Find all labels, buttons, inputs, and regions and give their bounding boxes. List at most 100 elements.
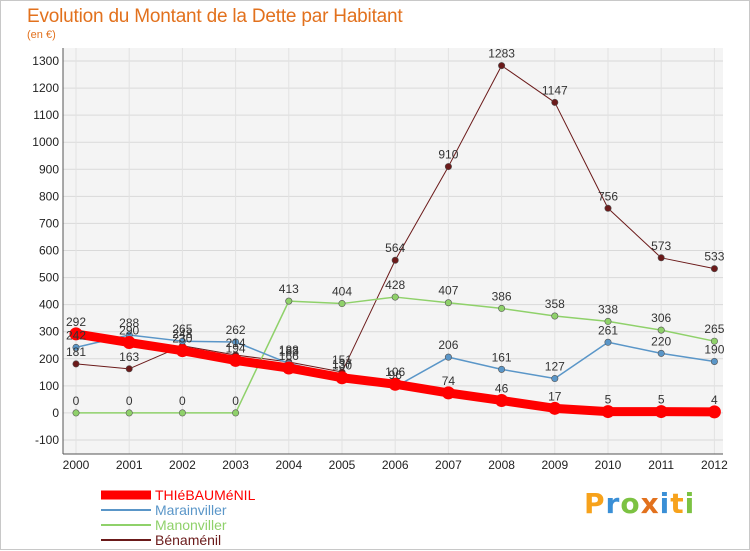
data-point xyxy=(604,317,612,325)
y-tick-label: 200 xyxy=(39,352,59,366)
data-point xyxy=(444,299,452,307)
data-point xyxy=(175,344,189,358)
data-label: 265 xyxy=(172,322,192,336)
data-label: 404 xyxy=(332,285,352,299)
data-point xyxy=(657,254,665,262)
data-point xyxy=(391,256,399,264)
data-label: 413 xyxy=(279,282,299,296)
data-label: 564 xyxy=(385,241,405,255)
data-label: 4 xyxy=(711,393,718,407)
chart-title: Evolution du Montant de la Dette par Hab… xyxy=(27,6,403,27)
data-point xyxy=(232,338,240,346)
data-point xyxy=(69,327,83,341)
y-tick-label: 500 xyxy=(39,271,59,285)
proxiti-logo: Proxiti xyxy=(584,487,695,520)
data-point xyxy=(495,393,509,407)
data-point xyxy=(338,300,346,308)
data-point xyxy=(498,304,506,312)
x-tick-label: 2008 xyxy=(488,458,515,472)
x-tick-label: 2001 xyxy=(116,458,143,472)
data-point xyxy=(72,360,80,368)
data-label: 166 xyxy=(279,349,299,363)
x-tick-label: 2004 xyxy=(275,458,302,472)
data-label: 248 xyxy=(172,327,192,341)
y-tick-label: -100 xyxy=(35,433,59,447)
data-label: 290 xyxy=(119,324,139,338)
data-label: 5 xyxy=(605,393,612,407)
data-point xyxy=(601,405,615,419)
data-point xyxy=(551,312,559,320)
data-point xyxy=(654,405,668,419)
data-label: 181 xyxy=(66,345,86,359)
x-tick-label: 2005 xyxy=(329,458,356,472)
logo-letter: r xyxy=(605,487,621,520)
data-label: 5 xyxy=(658,393,665,407)
data-label: 358 xyxy=(545,297,565,311)
data-label: 0 xyxy=(73,394,80,408)
y-tick-label: 400 xyxy=(39,298,59,312)
data-point xyxy=(444,163,452,171)
data-label: 573 xyxy=(651,239,671,253)
y-tick-label: 1200 xyxy=(32,81,59,95)
y-tick-label: 1100 xyxy=(33,108,59,122)
logo-letter: t xyxy=(670,487,685,520)
data-point xyxy=(232,409,240,417)
x-tick-label: 2007 xyxy=(435,458,462,472)
data-label: 292 xyxy=(66,315,86,329)
legend-label: Bénaménil xyxy=(155,532,221,548)
data-label: 288 xyxy=(119,316,139,330)
data-point xyxy=(548,401,562,415)
data-point xyxy=(710,265,718,273)
data-point xyxy=(551,98,559,106)
data-point xyxy=(72,409,80,417)
x-tick-label: 2009 xyxy=(541,458,568,472)
data-point xyxy=(551,375,559,383)
y-tick-label: 1300 xyxy=(32,54,59,68)
data-point xyxy=(498,365,506,373)
data-label: 206 xyxy=(438,338,458,352)
logo-letter: o xyxy=(620,487,641,520)
x-tick-label: 2003 xyxy=(222,458,249,472)
data-point xyxy=(441,386,455,400)
data-point xyxy=(391,293,399,301)
data-label: 338 xyxy=(598,302,618,316)
data-label: 17 xyxy=(548,389,562,403)
data-label: 163 xyxy=(119,350,139,364)
legend-label: Manonviller xyxy=(155,517,227,533)
data-point xyxy=(388,377,402,391)
data-label: 106 xyxy=(385,365,405,379)
y-tick-label: 900 xyxy=(39,162,59,176)
data-label: 137 xyxy=(332,357,352,371)
data-label: 0 xyxy=(232,394,239,408)
data-label: 151 xyxy=(332,353,352,367)
y-tick-label: 1000 xyxy=(32,135,59,149)
y-tick-label: 800 xyxy=(39,189,59,203)
data-label: 407 xyxy=(438,284,458,298)
data-point xyxy=(604,338,612,346)
data-label: 1283 xyxy=(488,47,515,61)
data-label: 220 xyxy=(651,334,671,348)
data-label: 130 xyxy=(332,359,352,373)
data-point xyxy=(657,326,665,334)
legend-label: Marainviller xyxy=(155,502,227,518)
data-label: 306 xyxy=(651,311,671,325)
y-tick-label: 300 xyxy=(39,325,59,339)
y-tick-label: 100 xyxy=(39,379,59,393)
data-label: 188 xyxy=(279,343,299,357)
data-label: 96 xyxy=(389,368,403,382)
data-label: 161 xyxy=(492,350,512,364)
data-point xyxy=(710,337,718,345)
data-label: 194 xyxy=(226,341,246,355)
y-tick-label: 0 xyxy=(52,406,59,420)
data-label: 262 xyxy=(226,323,246,337)
data-label: 230 xyxy=(172,332,192,346)
data-label: 0 xyxy=(179,394,186,408)
data-label: 386 xyxy=(492,289,512,303)
x-tick-label: 2011 xyxy=(648,458,674,472)
data-point xyxy=(657,349,665,357)
data-point xyxy=(178,409,186,417)
logo-letter: x xyxy=(640,487,660,520)
data-label: 183 xyxy=(279,344,299,358)
